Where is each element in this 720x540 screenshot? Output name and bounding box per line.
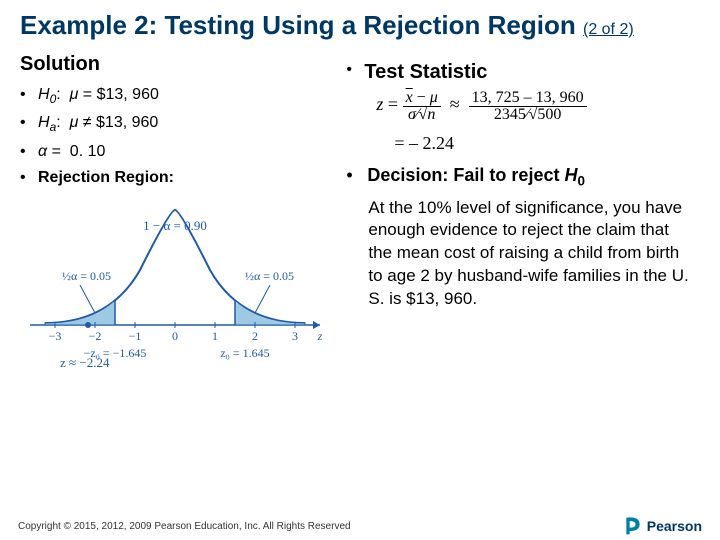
bullet-icon: • — [20, 114, 38, 132]
svg-text:−z₀ = −1.645: −z₀ = −1.645 — [84, 346, 147, 360]
z-formula: z = x − μ σ∕√n ≈ 13, 725 – 13, 960 2345∕… — [346, 88, 700, 159]
svg-text:½α = 0.05: ½α = 0.05 — [245, 269, 294, 283]
left-column: Solution • H0: μ = $13, 960 • Ha: μ ≠ $1… — [20, 53, 346, 374]
z-result: = – 2.24 — [376, 127, 700, 159]
formula-numerator: 13, 725 – 13, 960 — [469, 90, 587, 107]
bullet-icon: • — [346, 61, 364, 79]
footer: Copyright © 2015, 2012, 2009 Pearson Edu… — [0, 516, 720, 536]
slide-title: Example 2: Testing Using a Rejection Reg… — [0, 0, 720, 45]
bullet-icon: • — [20, 143, 38, 161]
copyright-text: Copyright © 2015, 2012, 2009 Pearson Edu… — [18, 521, 351, 532]
decision-row: • Decision: Fail to reject H0 — [346, 165, 700, 189]
svg-text:1 − α = 0.90: 1 − α = 0.90 — [143, 218, 207, 233]
bullet-icon: • — [20, 169, 38, 187]
h0-text: H0: μ = $13, 960 — [38, 86, 159, 106]
bullet-icon: • — [20, 86, 38, 104]
right-column: • Test Statistic z = x − μ σ∕√n ≈ 13, 72… — [346, 53, 700, 374]
svg-text:z: z — [317, 329, 323, 343]
decision-explain: At the 10% level of significance, you ha… — [346, 197, 700, 312]
title-sub: (2 of 2) — [583, 21, 634, 38]
solution-heading: Solution — [20, 53, 336, 76]
pearson-logo: Pearson — [623, 516, 702, 536]
ha-row: • Ha: μ ≠ $13, 960 — [20, 114, 336, 134]
test-stat-row: • Test Statistic — [346, 61, 700, 84]
h0-row: • H0: μ = $13, 960 — [20, 86, 336, 106]
rejection-row: • Rejection Region: — [20, 169, 336, 187]
svg-text:2: 2 — [252, 329, 258, 343]
pearson-name: Pearson — [647, 518, 702, 534]
alpha-row: • α = 0. 10 — [20, 143, 336, 161]
rejection-label: Rejection Region: — [38, 169, 174, 187]
svg-text:z₀ = 1.645: z₀ = 1.645 — [220, 346, 269, 360]
content-row: Solution • H0: μ = $13, 960 • Ha: μ ≠ $1… — [0, 45, 720, 374]
svg-text:½α = 0.05: ½α = 0.05 — [62, 269, 111, 283]
decision-label: Decision: Fail to reject — [367, 165, 559, 185]
rejection-region-chart: −3 −2 −1 0 1 2 3 z 1 − α = 0.90 ½α = 0.0… — [20, 195, 330, 375]
test-stat-heading: Test Statistic — [364, 61, 487, 84]
title-main: Example 2: Testing Using a Rejection Reg… — [20, 10, 576, 40]
pearson-p-icon — [623, 516, 643, 536]
svg-text:−3: −3 — [49, 329, 62, 343]
ha-text: Ha: μ ≠ $13, 960 — [38, 114, 158, 134]
svg-text:3: 3 — [292, 329, 298, 343]
svg-text:1: 1 — [212, 329, 218, 343]
svg-text:0: 0 — [172, 329, 178, 343]
svg-text:−2: −2 — [89, 329, 102, 343]
svg-text:−1: −1 — [129, 329, 142, 343]
alpha-text: α = 0. 10 — [38, 143, 105, 161]
